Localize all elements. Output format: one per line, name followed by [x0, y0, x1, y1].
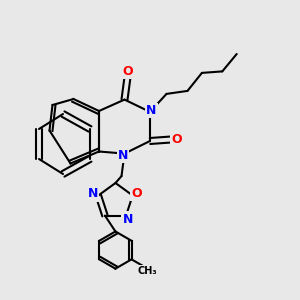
- Text: N: N: [146, 104, 157, 117]
- Text: CH₃: CH₃: [137, 266, 157, 276]
- Text: N: N: [88, 188, 98, 200]
- Text: N: N: [122, 213, 133, 226]
- Text: N: N: [118, 148, 128, 162]
- Text: O: O: [131, 187, 142, 200]
- Text: O: O: [122, 65, 133, 78]
- Text: O: O: [171, 133, 182, 146]
